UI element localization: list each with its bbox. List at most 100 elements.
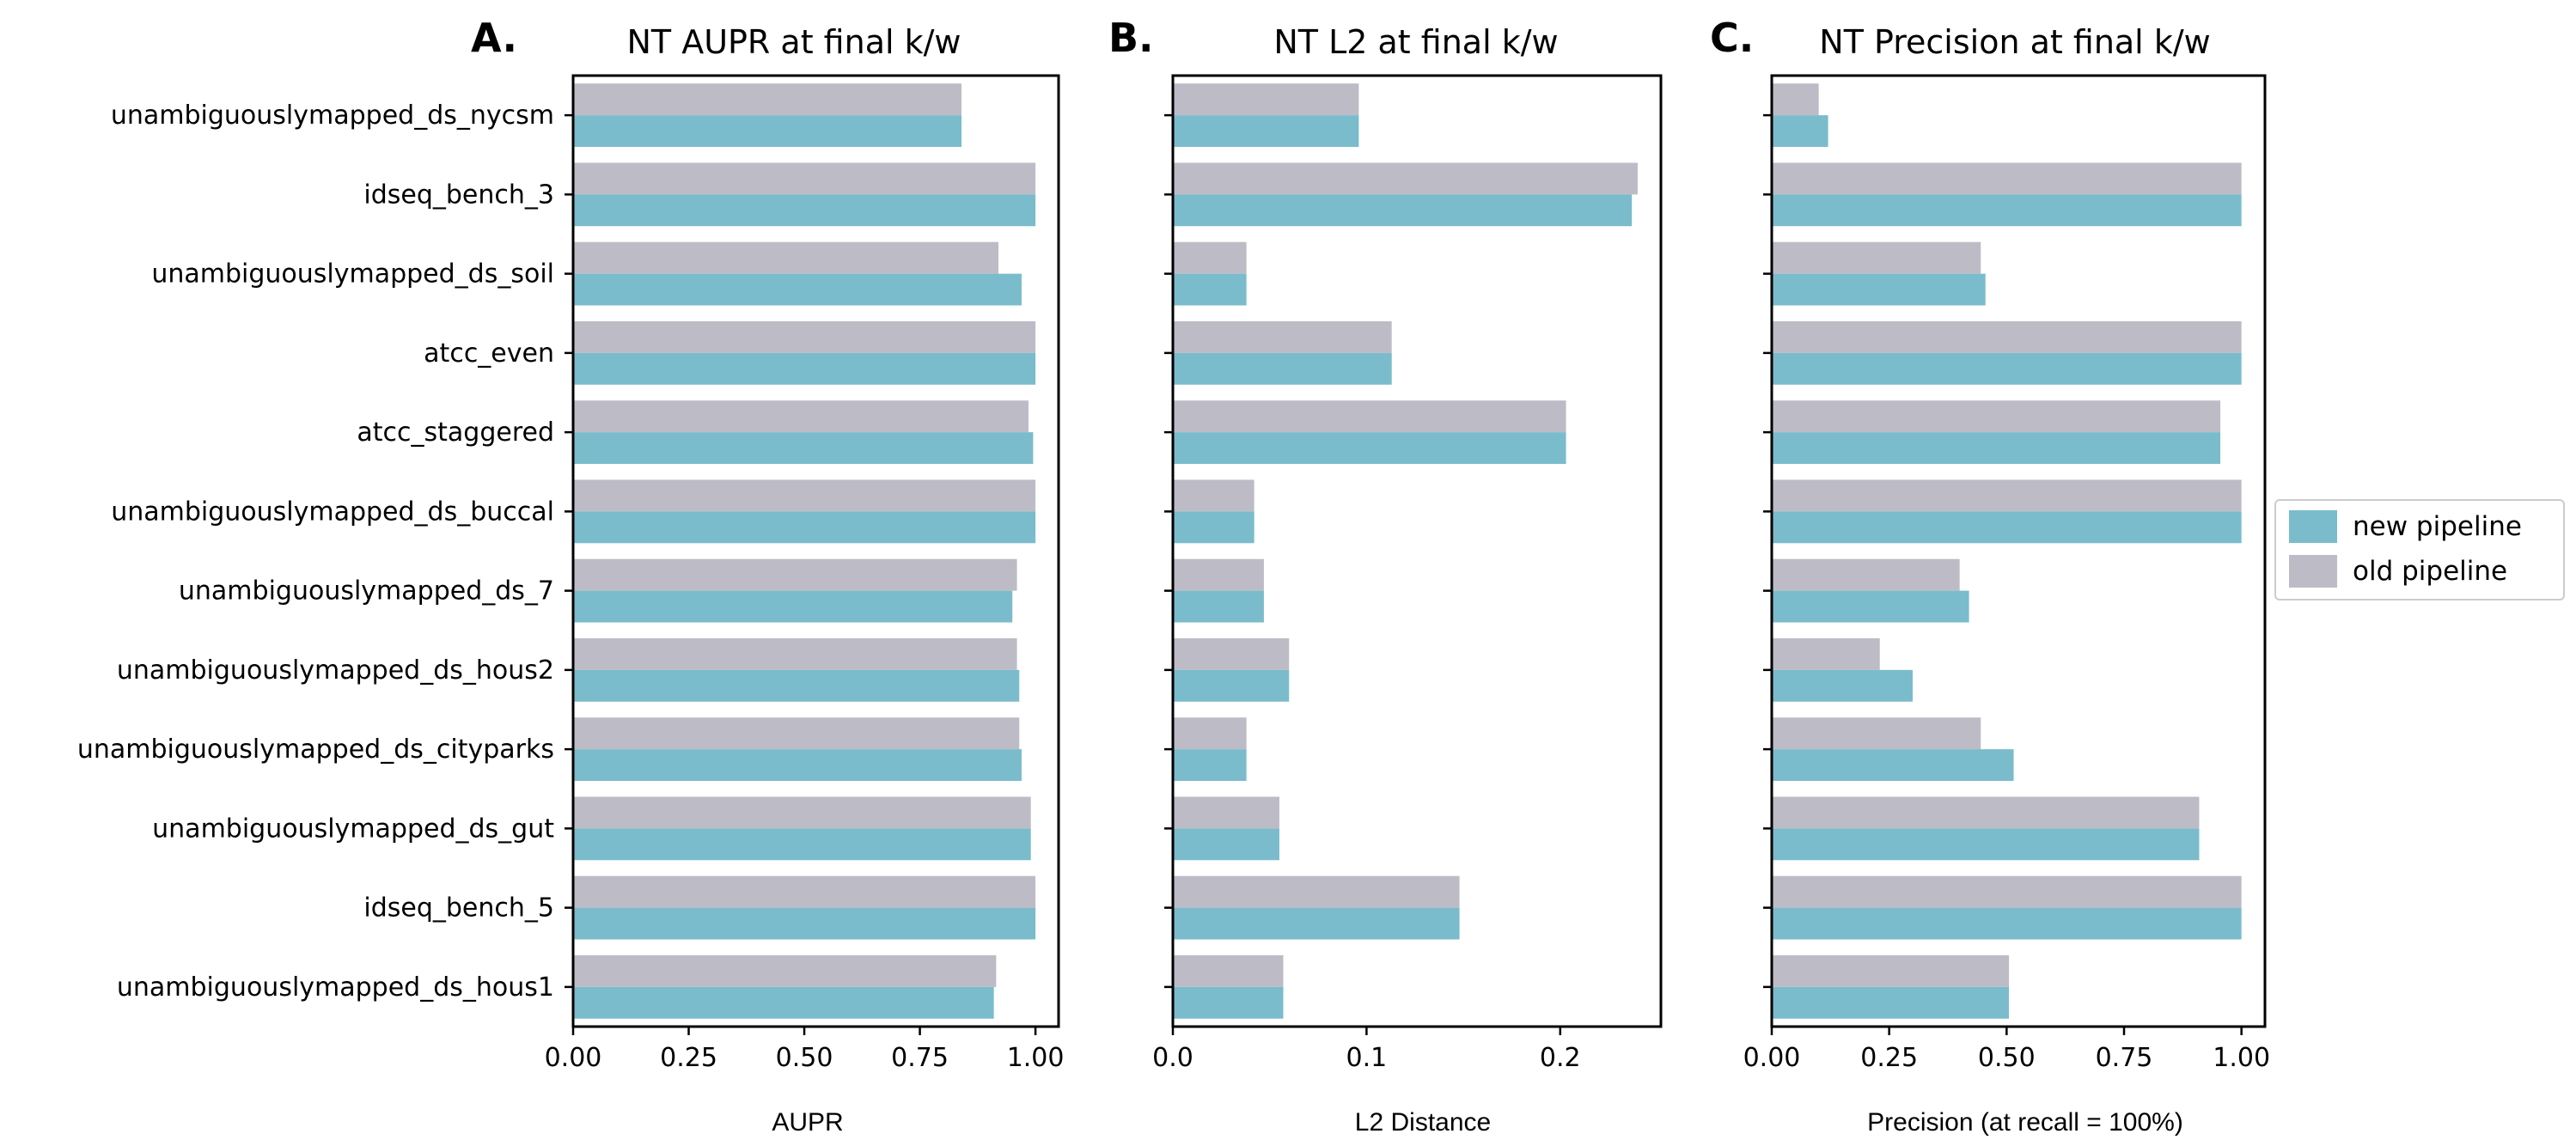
bar-old-pipeline-unambiguouslymapped-ds-hous2 [1173,637,1290,670]
bar-old-pipeline-unambiguouslymapped-ds-buccal [1772,479,2242,512]
bar-new-pipeline-unambiguouslymapped-ds-buccal [573,511,1036,544]
bar-old-pipeline-unambiguouslymapped-ds-hous1 [1173,954,1284,987]
bar-new-pipeline-unambiguouslymapped-ds-7 [1772,590,1969,623]
bar-old-pipeline-unambiguouslymapped-ds-gut [573,796,1031,829]
bar-new-pipeline-atcc-even [1772,352,2242,385]
bar-new-pipeline-atcc-even [573,352,1036,385]
panel-precision: C. NT Precision at final k/w 0.00 0.25 0.5… [1710,15,2270,1137]
bar-new-pipeline-unambiguouslymapped-ds-buccal [1772,511,2242,544]
bar-new-pipeline-unambiguouslymapped-ds-hous1 [573,986,994,1019]
panel-letter-b: B. [1108,15,1154,61]
bar-new-pipeline-idseq-bench-5 [1173,907,1460,940]
bar-new-pipeline-unambiguouslymapped-ds-nycsm [573,115,961,148]
bar-old-pipeline-idseq-bench-5 [573,875,1036,908]
bar-old-pipeline-unambiguouslymapped-ds-soil [1173,241,1247,274]
x-ticks-precision: 0.00 0.25 0.50 0.75 1.00 [1743,113,2270,1073]
bar-old-pipeline-unambiguouslymapped-ds-gut [1173,796,1279,829]
bar-old-pipeline-idseq-bench-5 [1173,875,1460,908]
category-label: unambiguouslymapped_ds_buccal [111,497,554,527]
bar-old-pipeline-atcc-even [573,320,1036,353]
legend-label-new-pipeline: new pipeline [2353,511,2522,542]
bar-new-pipeline-unambiguouslymapped-ds-hous2 [1772,669,1913,702]
bar-old-pipeline-unambiguouslymapped-ds-hous1 [573,954,997,987]
bar-old-pipeline-atcc-even [1173,320,1392,353]
x-tick-label: 0.75 [2096,1043,2153,1073]
x-tick-label: 0.50 [1978,1043,2036,1073]
plot-frame-precision [1770,74,2267,1028]
category-label: unambiguouslymapped_ds_soil [151,259,554,290]
bar-old-pipeline-unambiguouslymapped-ds-7 [573,558,1017,591]
panel-aupr: A. NT AUPR at final k/w 0.00 0.25 0.50 0.75… [77,15,1065,1137]
bar-new-pipeline-idseq-bench-5 [1772,907,2242,940]
bars-aupr [573,83,1036,1019]
bar-new-pipeline-unambiguouslymapped-ds-gut [1173,828,1279,861]
bar-new-pipeline-unambiguouslymapped-ds-hous2 [1173,669,1290,702]
panel-title-l2: NT L2 at final k/w [1273,23,1558,61]
bar-old-pipeline-unambiguouslymapped-ds-soil [1772,241,1981,274]
x-tick-label: 0.25 [660,1043,717,1073]
panel-l2: B. NT L2 at final k/w 0.0 0.1 0.2 L2 Dista… [1108,15,1663,1137]
bars-precision [1772,83,2242,1019]
x-tick-label: 0.1 [1346,1043,1388,1073]
panel-letter-a: A. [471,15,517,61]
legend: new pipeline old pipeline [2274,499,2565,600]
bar-new-pipeline-unambiguouslymapped-ds-soil [573,273,1022,306]
bar-new-pipeline-unambiguouslymapped-ds-buccal [1173,511,1254,544]
bar-old-pipeline-unambiguouslymapped-ds-nycsm [1772,83,1819,116]
category-label: unambiguouslymapped_ds_cityparks [77,735,554,765]
bar-new-pipeline-unambiguouslymapped-ds-7 [1173,590,1264,623]
bar-old-pipeline-unambiguouslymapped-ds-hous2 [573,637,1017,670]
bar-old-pipeline-unambiguouslymapped-ds-7 [1772,558,1960,591]
bar-old-pipeline-idseq-bench-3 [1772,162,2242,195]
bar-new-pipeline-atcc-even [1173,352,1392,385]
bar-new-pipeline-unambiguouslymapped-ds-hous1 [1173,986,1284,1019]
category-label: unambiguouslymapped_ds_hous2 [117,655,554,686]
bar-old-pipeline-unambiguouslymapped-ds-cityparks [1173,717,1247,750]
category-label: atcc_staggered [357,418,554,448]
x-tick-label: 0.00 [545,1043,602,1073]
x-ticks-aupr: 0.00 0.25 0.50 0.75 1.00 [545,113,1065,1073]
bar-new-pipeline-idseq-bench-3 [1772,194,2242,227]
category-label: idseq_bench_5 [363,893,554,924]
x-tick-label: 0.75 [891,1043,949,1073]
bar-old-pipeline-idseq-bench-3 [1173,162,1638,195]
x-tick-label: 0.00 [1743,1043,1801,1073]
bar-new-pipeline-atcc-staggered [573,432,1034,465]
x-ticks-l2: 0.0 0.1 0.2 [1152,113,1581,1073]
bar-new-pipeline-unambiguouslymapped-ds-gut [573,828,1031,861]
category-label: atcc_even [424,338,554,369]
bar-new-pipeline-unambiguouslymapped-ds-soil [1772,273,1986,306]
category-label: unambiguouslymapped_ds_hous1 [117,972,554,1003]
x-axis-label-l2: L2 Distance [1355,1108,1491,1137]
bar-new-pipeline-idseq-bench-5 [573,907,1036,940]
bar-new-pipeline-atcc-staggered [1772,432,2221,465]
bar-old-pipeline-unambiguouslymapped-ds-cityparks [1772,717,1981,750]
category-label: unambiguouslymapped_ds_nycsm [111,101,554,131]
category-labels: unambiguouslymapped_ds_nycsm idseq_bench_… [77,101,554,1003]
bar-new-pipeline-unambiguouslymapped-ds-hous2 [573,669,1020,702]
bar-new-pipeline-unambiguouslymapped-ds-nycsm [1772,115,1828,148]
panel-title-precision: NT Precision at final k/w [1819,23,2210,61]
category-label: idseq_bench_3 [363,180,554,210]
x-tick-label: 0.50 [776,1043,833,1073]
bar-new-pipeline-atcc-staggered [1173,432,1566,465]
bar-old-pipeline-atcc-staggered [1173,400,1566,433]
bar-old-pipeline-unambiguouslymapped-ds-soil [573,241,999,274]
bar-old-pipeline-idseq-bench-5 [1772,875,2242,908]
bar-new-pipeline-unambiguouslymapped-ds-cityparks [1772,749,2014,782]
panel-title-aupr: NT AUPR at final k/w [626,23,961,61]
bar-new-pipeline-idseq-bench-3 [573,194,1036,227]
x-tick-label: 1.00 [2213,1043,2270,1073]
bar-new-pipeline-unambiguouslymapped-ds-gut [1772,828,2200,861]
x-tick-label: 1.00 [1007,1043,1065,1073]
x-axis-label-aupr: AUPR [772,1108,843,1137]
bar-old-pipeline-unambiguouslymapped-ds-cityparks [573,717,1020,750]
bar-new-pipeline-unambiguouslymapped-ds-nycsm [1173,115,1359,148]
bar-new-pipeline-unambiguouslymapped-ds-soil [1173,273,1247,306]
plot-frame-l2 [1171,74,1663,1028]
bar-old-pipeline-unambiguouslymapped-ds-nycsm [573,83,961,116]
bars-l2 [1173,83,1638,1019]
bar-new-pipeline-unambiguouslymapped-ds-hous1 [1772,986,2010,1019]
x-tick-label: 0.2 [1540,1043,1581,1073]
